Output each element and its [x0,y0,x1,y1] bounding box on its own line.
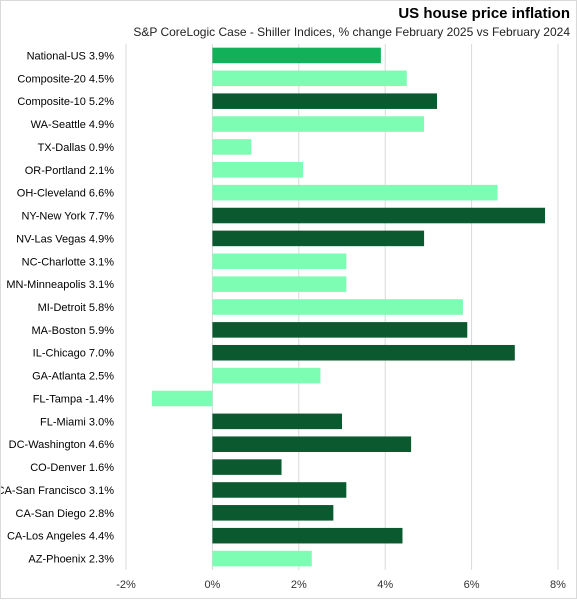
category-label: CA-Los Angeles 4.4% [7,531,114,543]
bar [212,184,498,201]
category-label: GA-Atlanta 2.5% [32,371,114,383]
bar [212,93,438,109]
bar [151,390,213,407]
bar [212,276,347,292]
category-label: NC-Charlotte 3.1% [22,256,115,268]
chart-title: US house price inflation [398,5,570,22]
category-label: MA-Boston 5.9% [31,325,114,337]
x-tick-label: 6% [464,579,480,591]
bar [212,162,304,178]
category-label: Composite-10 5.2% [17,96,114,108]
category-label: OR-Portland 2.1% [25,165,114,177]
category-label: MI-Detroit 5.8% [38,302,115,314]
chart-subtitle: S&P CoreLogic Case - Shiller Indices, % … [133,25,570,39]
category-label: DC-Washington 4.6% [9,439,115,451]
bar [212,550,312,567]
category-label: IL-Chicago 7.0% [33,348,115,360]
bar [212,299,463,315]
category-label: WA-Seattle 4.9% [31,119,115,131]
x-tick-label: 4% [377,579,393,591]
category-label: CO-Denver 1.6% [30,462,114,474]
category-label: AZ-Phoenix 2.3% [28,554,114,566]
bar [212,139,252,155]
category-label: MN-Minneapolis 3.1% [6,279,114,291]
bar [212,253,347,270]
bar [212,482,347,498]
x-tick-label: 8% [550,579,566,591]
bar [212,505,334,521]
category-label: CA-San Diego 2.8% [16,508,115,520]
bar [212,70,407,87]
bar [212,344,515,361]
bar [212,413,342,430]
bar [212,47,381,64]
bar [212,459,282,475]
bar [212,367,321,384]
category-label: OH-Cleveland 6.6% [17,188,114,200]
bar [212,230,425,247]
category-label: National-US 3.9% [27,50,115,62]
category-label: Composite-20 4.5% [17,73,114,85]
category-label: TX-Dallas 0.9% [38,142,115,154]
x-tick-label: 0% [204,579,220,591]
bar [212,436,412,452]
category-label: FL-Tampa -1.4% [33,393,115,405]
bar [212,207,546,224]
category-label: CA-San Francisco 3.1% [1,485,114,497]
category-label: FL-Miami 3.0% [40,416,114,428]
x-tick-label: 2% [291,579,307,591]
bar [212,116,425,132]
category-label: NY-New York 7.7% [21,211,114,223]
bar [212,527,403,544]
bar [212,322,468,338]
category-label: NV-Las Vegas 4.9% [16,233,114,245]
x-tick-label: -2% [116,579,136,591]
